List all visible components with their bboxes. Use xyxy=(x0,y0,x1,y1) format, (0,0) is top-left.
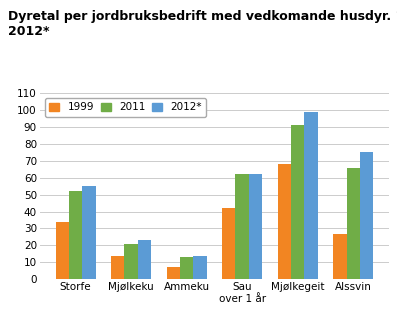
Bar xyxy=(111,256,124,279)
Bar xyxy=(222,208,235,279)
Bar xyxy=(69,191,82,279)
Bar xyxy=(56,222,69,279)
Bar xyxy=(333,234,347,279)
Bar xyxy=(278,164,291,279)
Bar xyxy=(235,174,249,279)
Bar xyxy=(82,186,96,279)
Bar xyxy=(304,112,318,279)
Bar xyxy=(167,267,180,279)
Bar xyxy=(360,152,373,279)
Text: Dyretal per jordbruksbedrift med vedkomande husdyr. 1999, 2011 og
2012*: Dyretal per jordbruksbedrift med vedkoma… xyxy=(8,10,397,38)
Bar xyxy=(180,257,193,279)
Bar xyxy=(193,256,206,279)
Bar xyxy=(291,125,304,279)
Bar xyxy=(124,244,138,279)
Bar xyxy=(249,174,262,279)
Bar xyxy=(138,240,151,279)
Legend: 1999, 2011, 2012*: 1999, 2011, 2012* xyxy=(45,98,206,117)
Bar xyxy=(347,168,360,279)
